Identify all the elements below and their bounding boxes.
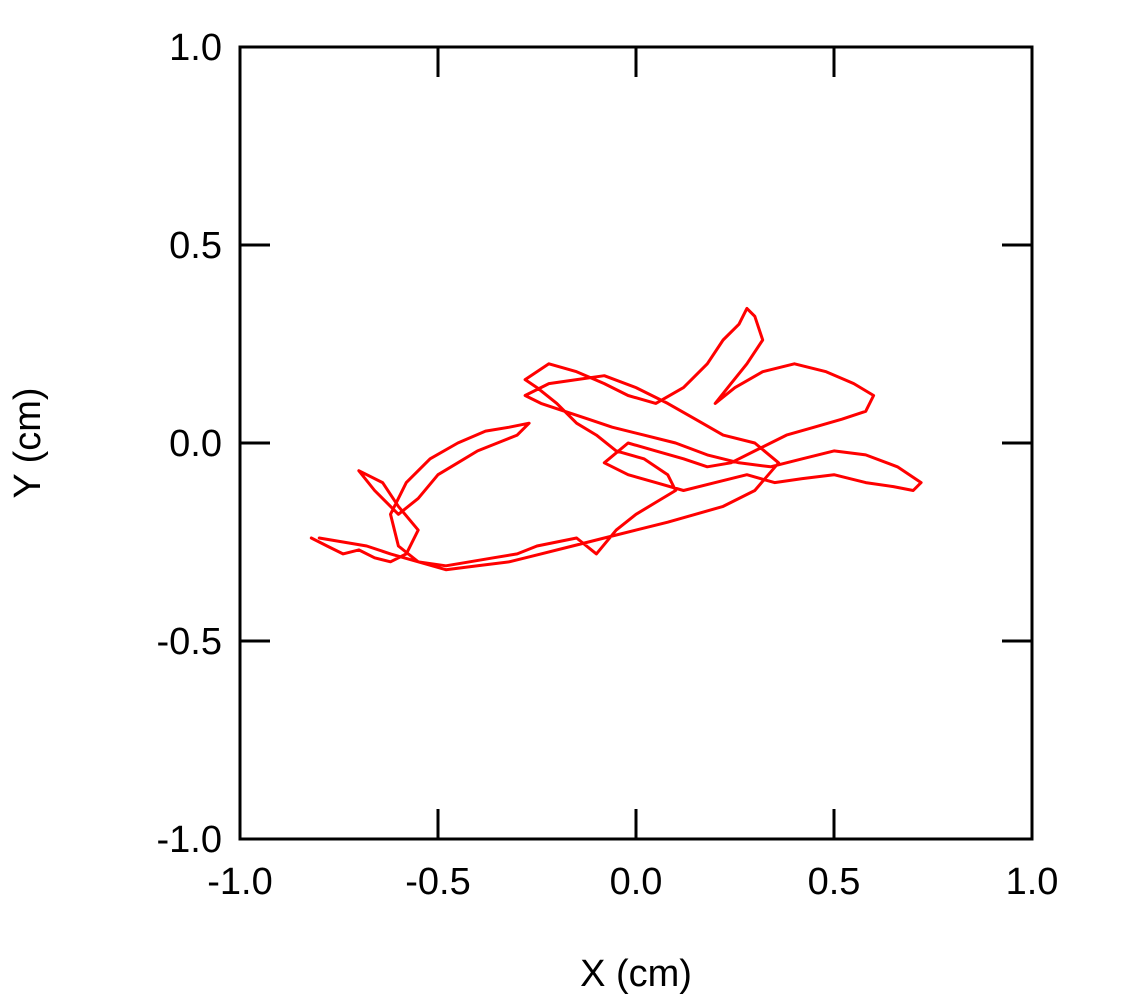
y-tick-label: 0.5 [169,225,222,267]
x-tick-label: 0.0 [610,861,663,903]
y-tick-label: -0.5 [157,621,222,663]
series-line-0 [309,306,923,572]
y-tick-label: -1.0 [157,819,222,861]
plot-frame-layer [238,45,1034,841]
tick-layer [238,45,1034,841]
plot-frame [238,45,1034,841]
y-tick-label: 1.0 [169,27,222,69]
y-tick-label: 0.0 [169,423,222,465]
x-tick-label: 1.0 [1006,861,1059,903]
x-tick-label: 0.5 [808,861,861,903]
x-tick-label: -0.5 [405,861,470,903]
tick-label-layer: -1.0 -0.5 0.0 0.5 1.0 -1.0 -0.5 0.0 0.5 1.0 [157,27,1059,903]
y-axis-title: Y (cm) [7,387,49,498]
x-tick-label: -1.0 [207,861,272,903]
x-axis-title: X (cm) [580,953,692,995]
trace-layer [309,306,923,572]
